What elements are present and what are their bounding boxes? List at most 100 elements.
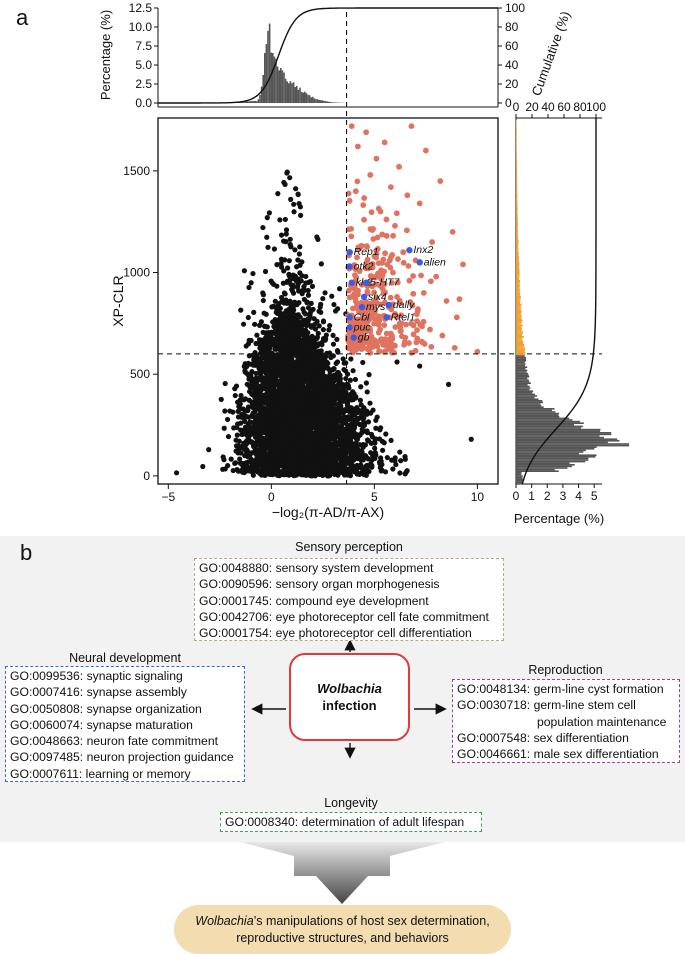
point-background [291,209,297,215]
point-background [350,389,356,395]
right-hist-bar [516,128,517,130]
right-hist-bar [516,361,525,364]
right-hist-bar [516,283,520,285]
point-background [265,405,271,411]
point-background [284,279,290,285]
point-selected [390,232,396,239]
right-hist-bar [516,153,517,156]
right-hist-bar [516,395,538,397]
point-background [358,384,364,390]
point-background [230,467,236,474]
right-hist-bar [516,364,526,367]
point-background [290,397,296,403]
right-hist-bar [516,248,519,250]
right-hist-bar [516,142,517,144]
point-background [265,434,271,440]
point-background [355,455,361,462]
point-selected [451,344,458,351]
point-selected [383,330,390,337]
right-hist-bar [516,294,520,296]
right-hist-bar [516,436,604,439]
right-hist-bar [516,348,526,351]
right-hist-bar [516,243,519,245]
right-hist-bar [516,220,518,223]
point-background [289,342,295,348]
right-hist-bar [516,180,517,183]
right-hist-bar [516,152,517,154]
right-hist-bar [516,244,519,247]
point-background [241,363,247,369]
point-selected [405,263,412,269]
point-background [270,395,276,401]
right-hist-bar [516,246,519,248]
point-background [323,424,329,430]
right-hist-bar [516,390,534,392]
point-background [394,359,400,365]
right-hist-bar [516,140,517,143]
point-selected [348,293,355,300]
right-hist-bar [516,422,584,424]
right-hist-bar [516,387,531,389]
right-hist-bar [516,468,555,471]
point-background [293,383,299,389]
point-selected [368,333,375,340]
point-selected [414,318,420,324]
point-selected [433,273,440,280]
point-background [238,393,244,399]
right-hist-bar [516,417,570,420]
right-hist-bar [516,150,517,152]
right-hist-bar [516,433,612,436]
right-hist-bar [516,252,519,255]
right-hist-bar [516,300,521,303]
point-background [294,453,300,459]
point-selected [392,222,398,229]
right-hist-bar [516,344,525,346]
point-background [321,399,327,406]
point-background [240,321,247,327]
point-background [359,430,365,436]
point-background [279,442,286,449]
point-selected [401,339,408,345]
point-selected [361,195,368,201]
point-background [237,401,243,407]
point-background [335,427,341,433]
x-tick-label: 10 [471,490,485,504]
point-background [298,428,304,434]
point-selected [389,349,395,356]
point-background [285,265,291,271]
point-background [288,384,294,390]
point-selected [371,310,378,317]
point-background [296,251,302,257]
gene-label: alien [424,256,446,268]
point-background [307,350,313,356]
point-background [304,363,310,370]
right-hist-bar [516,291,520,293]
point-selected [375,329,382,336]
point-background [359,407,365,413]
point-background [241,268,247,274]
point-background [308,420,314,426]
point-selected [354,328,360,335]
point-background [331,301,337,308]
point-background [373,425,379,431]
top-hist-bar [305,93,308,103]
point-background [368,410,374,416]
point-background [308,300,314,306]
point-background [319,415,325,421]
right-hist-bar [516,280,521,282]
point-selected [359,324,366,331]
right-hist-bar [516,281,520,284]
top-hist-bar [248,101,250,103]
top-hist-bar [270,52,272,103]
right-hist-bar [516,230,518,232]
top-hist-bar [318,99,320,103]
point-background [331,409,337,415]
point-background [302,421,309,427]
top-hist-y2tick-label: 100 [505,1,525,15]
top-hist-y2tick-label: 20 [505,77,519,91]
point-background [345,394,351,400]
point-background [336,434,343,440]
point-background [322,469,328,475]
right-hist-x2tick-label: 20 [525,100,539,114]
point-selected [397,300,403,307]
